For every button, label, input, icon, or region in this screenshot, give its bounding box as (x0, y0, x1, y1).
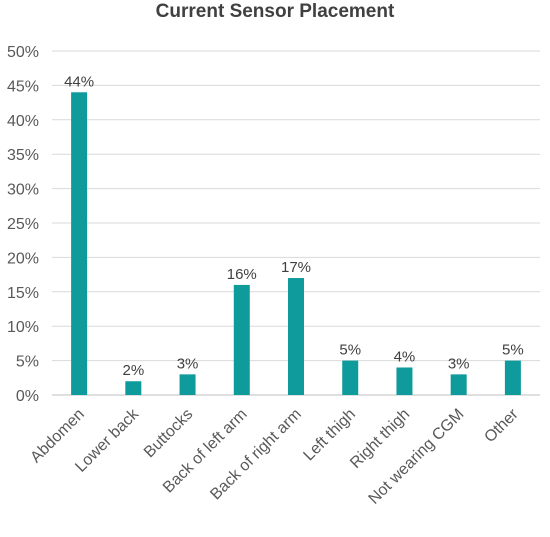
y-tick-label: 40% (7, 113, 39, 130)
data-label: 4% (394, 348, 416, 365)
bar (450, 374, 467, 395)
data-label: 5% (502, 342, 524, 359)
bar (504, 360, 521, 395)
y-tick-label: 50% (7, 44, 39, 61)
y-tick-label: 30% (7, 182, 39, 199)
bar (288, 278, 304, 395)
y-tick-labels: 0% 5% 10% 15% 20% 25% 30% 35% 40% 45% 50% (7, 44, 39, 405)
y-tick-label: 35% (7, 147, 39, 164)
data-label: 5% (339, 342, 361, 359)
x-tick-label: Other (481, 405, 522, 446)
y-tick-label: 0% (16, 388, 39, 405)
bars (71, 92, 521, 395)
data-label: 16% (227, 266, 257, 283)
bar (125, 381, 142, 395)
x-tick-label: Back of right arm (207, 406, 305, 504)
data-label: 3% (177, 355, 199, 372)
y-tick-label: 15% (7, 285, 39, 302)
x-tick-label: Buttocks (141, 406, 196, 461)
bar (342, 360, 359, 395)
bar (233, 284, 250, 395)
data-label: 44% (64, 73, 94, 90)
y-tick-label: 20% (7, 250, 39, 267)
bar (396, 367, 413, 395)
data-label: 3% (448, 355, 470, 372)
data-label: 2% (122, 362, 144, 379)
y-tick-label: 5% (16, 354, 39, 371)
bar (179, 374, 196, 395)
y-tick-label: 10% (7, 319, 39, 336)
bar (71, 92, 88, 395)
y-tick-label: 45% (7, 78, 39, 95)
y-tick-label: 25% (7, 216, 39, 233)
x-tick-label: Not wearing CGM (366, 406, 468, 508)
data-labels: 44% 2% 3% 16% 17% 5% 4% 3% 5% (64, 73, 524, 379)
data-label: 17% (281, 259, 311, 276)
chart-title: Current Sensor Placement (155, 1, 395, 22)
